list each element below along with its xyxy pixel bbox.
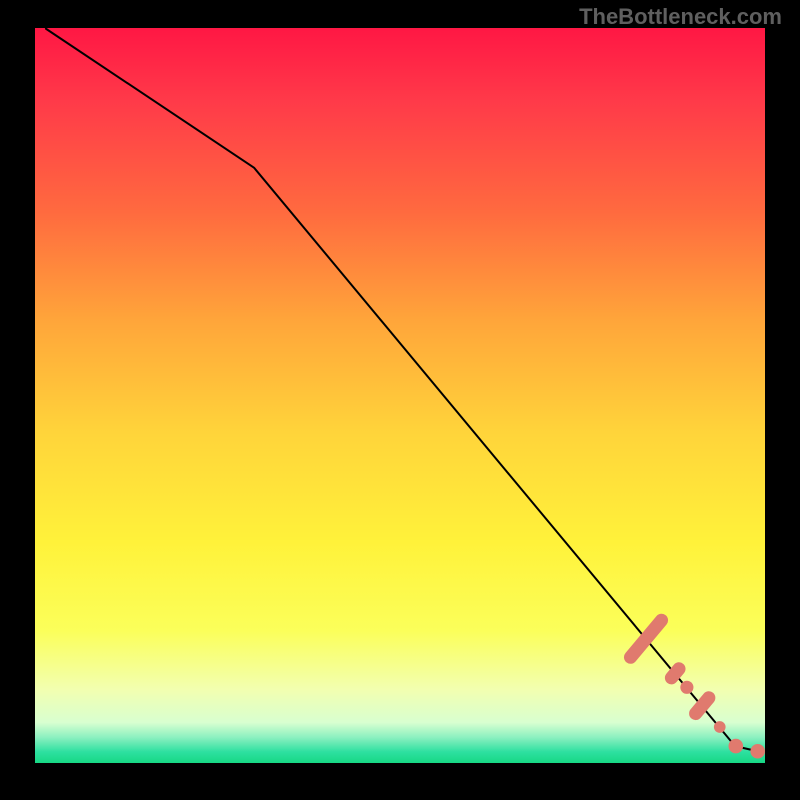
line-layer	[46, 29, 758, 752]
data-marker	[750, 744, 765, 759]
marker-layer	[621, 611, 765, 758]
chart-stage: TheBottleneck.com	[0, 0, 800, 800]
gradient-background	[35, 28, 765, 763]
watermark-label: TheBottleneck.com	[579, 4, 782, 30]
trend-line	[46, 29, 758, 752]
data-marker	[714, 721, 726, 733]
chart-overlay	[0, 0, 800, 800]
data-marker	[621, 611, 670, 666]
data-marker	[686, 689, 718, 723]
data-marker	[662, 660, 688, 687]
data-marker	[680, 681, 693, 694]
data-marker	[729, 739, 744, 754]
